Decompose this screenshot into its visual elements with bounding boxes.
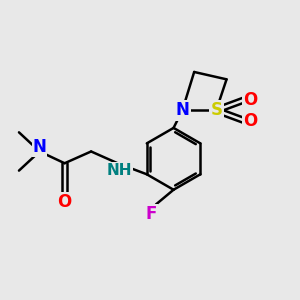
Text: O: O (243, 91, 257, 109)
Text: NH: NH (106, 163, 132, 178)
Text: N: N (33, 138, 46, 156)
Text: F: F (146, 205, 157, 223)
Text: O: O (243, 112, 257, 130)
Text: O: O (58, 193, 72, 211)
Text: N: N (176, 101, 189, 119)
Text: S: S (210, 101, 222, 119)
